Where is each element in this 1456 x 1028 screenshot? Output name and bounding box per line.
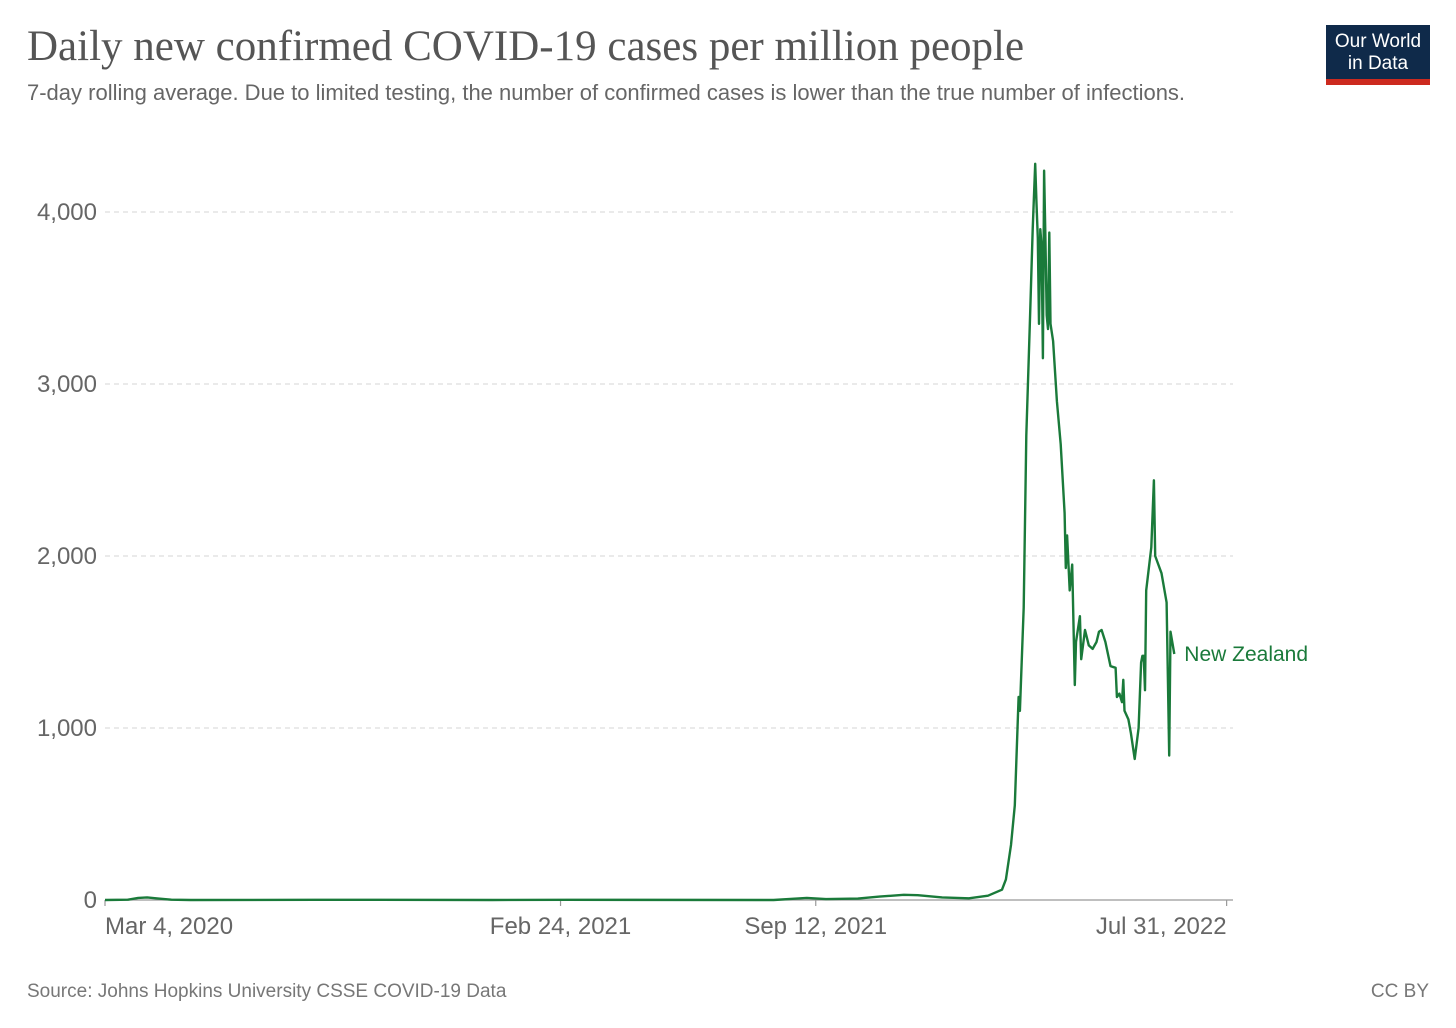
chart-subtitle: 7-day rolling average. Due to limited te… [27, 80, 1186, 105]
logo-line-2: in Data [1347, 53, 1409, 74]
logo-line-1: Our World [1334, 31, 1422, 52]
y-tick-label: 3,000 [37, 371, 97, 398]
chart-title: Daily new confirmed COVID-19 cases per m… [27, 23, 1025, 70]
series-line-new-zealand [104, 162, 1176, 902]
source-note[interactable]: Source: Johns Hopkins University CSSE CO… [27, 981, 507, 1002]
x-tick-label: Jul 31, 2022 [1096, 913, 1227, 940]
y-tick-label: 1,000 [37, 715, 97, 742]
our-world-in-data-logo[interactable]: Our World in Data [1326, 25, 1430, 85]
series-label-new-zealand: New Zealand [1184, 643, 1308, 666]
y-tick-label: 4,000 [37, 199, 97, 226]
license-link[interactable]: CC BY [1370, 981, 1429, 1002]
y-tick-label: 2,000 [37, 543, 97, 570]
x-tick-label: Mar 4, 2020 [105, 913, 233, 940]
x-tick-label: Feb 24, 2021 [490, 913, 631, 940]
y-tick-label: 0 [84, 887, 97, 914]
x-tick-label: Sep 12, 2021 [744, 913, 887, 940]
